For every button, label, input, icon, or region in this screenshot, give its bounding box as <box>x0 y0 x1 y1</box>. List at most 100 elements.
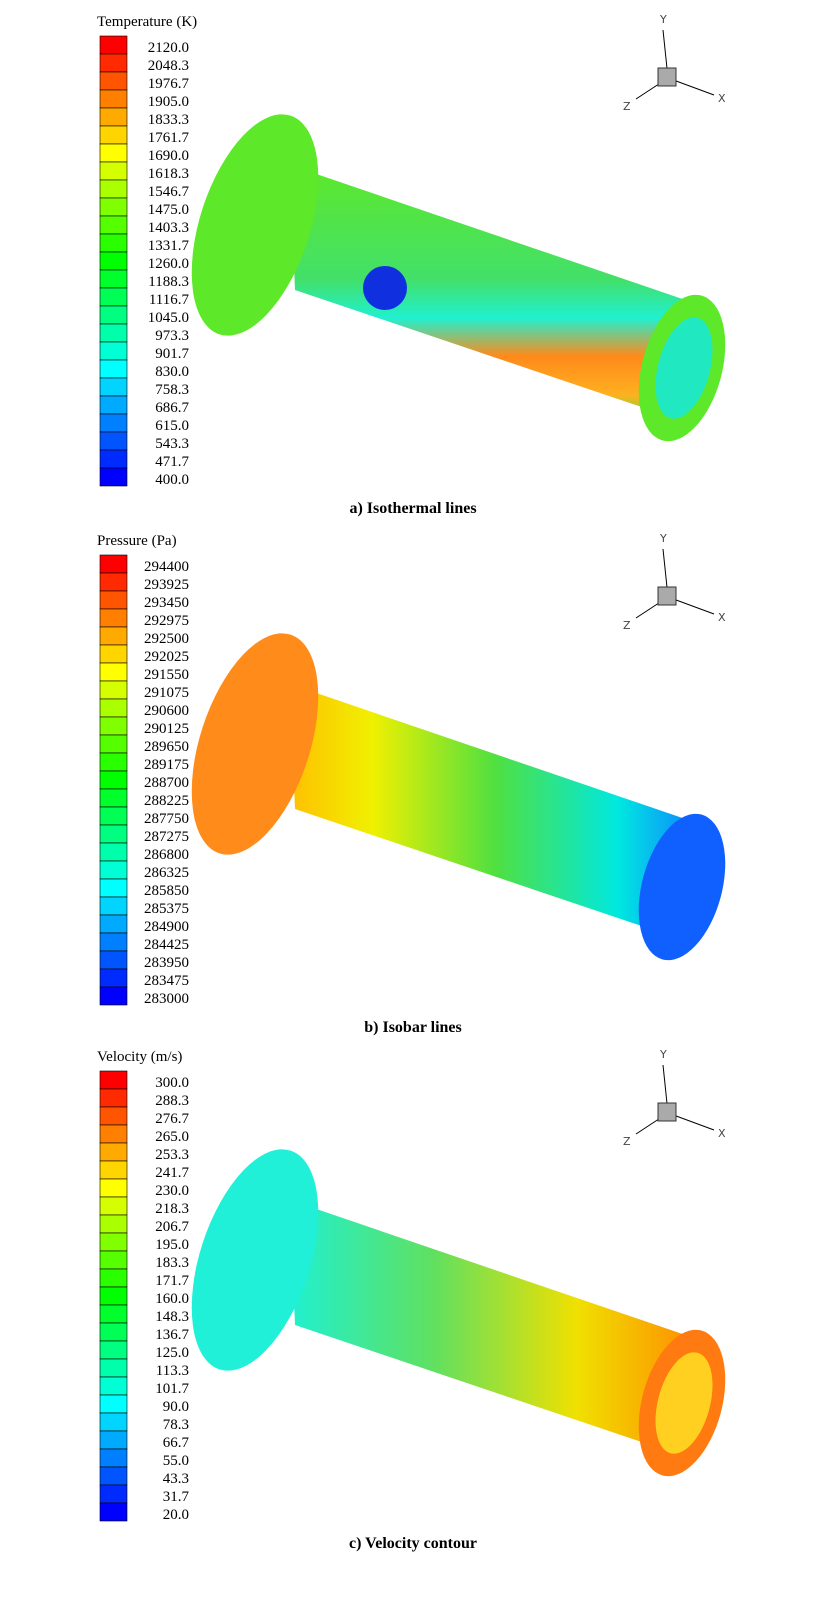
legend-swatch <box>100 717 127 735</box>
legend-swatch <box>100 1161 127 1179</box>
legend-swatch <box>100 468 127 486</box>
legend-label: 294400 <box>144 559 189 575</box>
legend-swatch <box>100 414 127 432</box>
legend-label: 291550 <box>144 667 189 683</box>
legend-swatch <box>100 753 127 771</box>
axis-label: Y <box>659 1048 667 1061</box>
legend-label: 292500 <box>144 631 189 647</box>
legend-swatch <box>100 1107 127 1125</box>
legend-title: Pressure (Pa) <box>97 533 177 549</box>
legend-label: 300.0 <box>155 1075 189 1091</box>
legend-swatch <box>100 54 127 72</box>
legend-label: 291075 <box>144 685 189 701</box>
legend-label: 183.3 <box>155 1255 189 1271</box>
axis-label: X <box>718 611 726 624</box>
legend-label: 1475.0 <box>148 202 189 218</box>
axis-label: Y <box>659 13 667 26</box>
legend-label: 78.3 <box>163 1417 189 1433</box>
legend-swatch <box>100 1503 127 1521</box>
legend-swatch <box>100 1359 127 1377</box>
tube <box>290 684 700 939</box>
legend-swatch <box>100 72 127 90</box>
legend-label: 1976.7 <box>148 76 190 92</box>
legend-label: 1546.7 <box>148 184 190 200</box>
legend-label: 285375 <box>144 901 189 917</box>
legend-label: 290600 <box>144 703 189 719</box>
legend-label: 1331.7 <box>148 238 190 254</box>
tube <box>290 165 700 420</box>
legend-swatch <box>100 1179 127 1197</box>
legend-label: 285850 <box>144 883 189 899</box>
legend-label: 543.3 <box>155 436 189 452</box>
legend-swatch <box>100 663 127 681</box>
legend-swatch <box>100 645 127 663</box>
legend-swatch <box>100 1395 127 1413</box>
legend-label: 293925 <box>144 577 189 593</box>
legend-label: 289650 <box>144 739 189 755</box>
legend-label: 290125 <box>144 721 189 737</box>
tube <box>290 1200 700 1455</box>
legend-swatch <box>100 162 127 180</box>
legend-swatch <box>100 1449 127 1467</box>
legend-swatch <box>100 396 127 414</box>
legend-swatch <box>100 825 127 843</box>
legend-label: 20.0 <box>163 1507 189 1523</box>
legend-swatch <box>100 450 127 468</box>
figure: Temperature (K)2120.02048.31976.71905.01… <box>0 0 826 1604</box>
legend-swatch <box>100 789 127 807</box>
legend-swatch <box>100 126 127 144</box>
legend-swatch <box>100 360 127 378</box>
legend-label: 101.7 <box>155 1381 189 1397</box>
legend-swatch <box>100 198 127 216</box>
legend-swatch <box>100 987 127 1005</box>
legend-swatch <box>100 1251 127 1269</box>
legend-swatch <box>100 771 127 789</box>
legend-swatch <box>100 1215 127 1233</box>
legend-swatch <box>100 1377 127 1395</box>
legend-label: 288700 <box>144 775 189 791</box>
legend-label: 1045.0 <box>148 310 189 326</box>
panel: Temperature (K)2120.02048.31976.71905.01… <box>97 13 740 517</box>
legend-label: 43.3 <box>163 1471 189 1487</box>
legend-swatch <box>100 573 127 591</box>
legend-label: 615.0 <box>155 418 189 434</box>
axis-label: X <box>718 1127 726 1140</box>
legend-label: 125.0 <box>155 1345 189 1361</box>
legend-label: 1188.3 <box>148 274 189 290</box>
triad-cube <box>658 68 676 86</box>
legend-label: 284900 <box>144 919 189 935</box>
axis-label: Y <box>659 532 667 545</box>
legend-swatch <box>100 378 127 396</box>
legend-label: 283475 <box>144 973 189 989</box>
legend-swatch <box>100 591 127 609</box>
legend-label: 283000 <box>144 991 189 1007</box>
legend-label: 973.3 <box>155 328 189 344</box>
legend-swatch <box>100 609 127 627</box>
legend-swatch <box>100 969 127 987</box>
legend-swatch <box>100 1341 127 1359</box>
legend-swatch <box>100 1431 127 1449</box>
legend-label: 287275 <box>144 829 189 845</box>
legend-label: 160.0 <box>155 1291 189 1307</box>
caption: b) Isobar lines <box>364 1019 462 1036</box>
legend-swatch <box>100 897 127 915</box>
legend-swatch <box>100 1287 127 1305</box>
legend-swatch <box>100 1125 127 1143</box>
legend-label: 206.7 <box>155 1219 189 1235</box>
legend-swatch <box>100 807 127 825</box>
legend-swatch <box>100 1413 127 1431</box>
legend-label: 1761.7 <box>148 130 190 146</box>
legend-swatch <box>100 843 127 861</box>
legend-swatch <box>100 216 127 234</box>
legend-label: 1116.7 <box>149 292 190 308</box>
legend-swatch <box>100 681 127 699</box>
legend-swatch <box>100 342 127 360</box>
legend-swatch <box>100 306 127 324</box>
legend-label: 66.7 <box>163 1435 190 1451</box>
legend-swatch <box>100 951 127 969</box>
legend-swatch <box>100 1467 127 1485</box>
legend-swatch <box>100 1269 127 1287</box>
legend-label: 901.7 <box>155 346 189 362</box>
legend-swatch <box>100 879 127 897</box>
legend-swatch <box>100 270 127 288</box>
